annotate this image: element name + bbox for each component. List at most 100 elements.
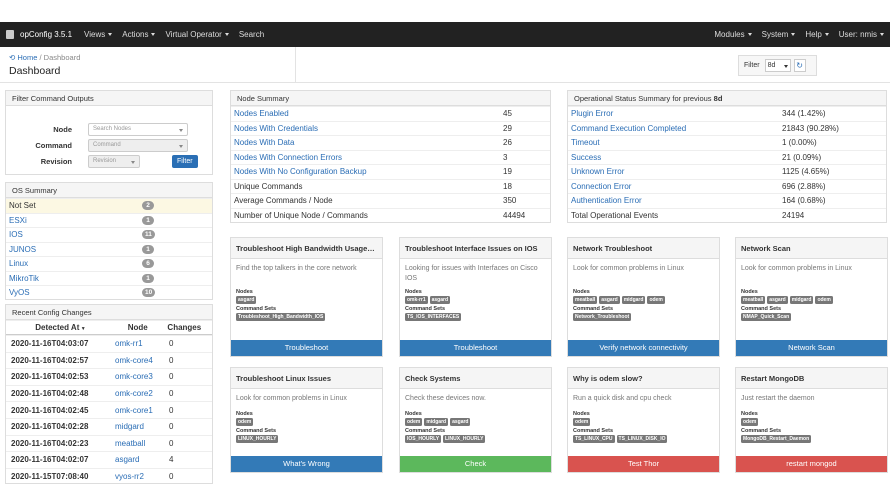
node-tag: odem	[815, 296, 833, 304]
node-link[interactable]: omk-core1	[115, 405, 153, 415]
command-set-tag: TS_IOS_INTERFACES	[405, 313, 462, 321]
summary-row: Unique Commands 18	[231, 178, 550, 194]
os-count: 6	[142, 259, 154, 269]
nav-menu[interactable]: Modules	[714, 30, 751, 39]
card-button[interactable]: restart mongod	[736, 456, 887, 472]
filter-select[interactable]: 8d	[764, 59, 791, 72]
refresh-button[interactable]: ↻	[793, 59, 806, 72]
card-button[interactable]: Troubleshoot	[400, 340, 551, 356]
panel-title: OS Summary	[6, 183, 212, 198]
summary-row: Timeout 1 (0.00%)	[568, 135, 886, 150]
node-link[interactable]: omk-core4	[115, 355, 153, 365]
form-row: Command Command	[6, 139, 211, 152]
node-link[interactable]: midgard	[115, 422, 144, 432]
change-row: 2020-11-16T04:02:53 omk-core3 0	[6, 368, 212, 385]
node-link[interactable]: asgard	[115, 455, 140, 465]
summary-row: Command Execution Completed 21843 (90.28%…	[568, 120, 886, 136]
card-description: Looking for issues with Interfaces on Ci…	[405, 265, 538, 282]
os-name[interactable]: Linux	[9, 259, 29, 269]
action-card: Troubleshoot Interface Issues on IOS Look…	[399, 237, 552, 357]
node-link[interactable]: vyos-rr2	[115, 472, 144, 482]
column-header[interactable]: Detected At ▼	[35, 323, 86, 332]
op-status-panel: Operational Status Summary for previous …	[567, 90, 887, 223]
os-count: 1	[142, 273, 154, 283]
command-sets-label: Command Sets	[236, 306, 277, 312]
card-button[interactable]: Troubleshoot	[231, 340, 382, 356]
summary-label[interactable]: Nodes With Credentials	[234, 123, 319, 133]
node-tag: asgard	[429, 296, 451, 304]
os-count: 11	[142, 230, 155, 240]
os-name[interactable]: IOS	[9, 230, 23, 240]
form-input[interactable]: Search Nodes	[88, 123, 188, 136]
node-tag: odem	[573, 418, 591, 426]
nav-menu[interactable]: System	[762, 30, 796, 39]
card-button[interactable]: Check	[400, 456, 551, 472]
os-name[interactable]: VyOS	[9, 288, 30, 298]
card-button[interactable]: Verify network connectivity	[568, 340, 719, 356]
node-link[interactable]: meatball	[115, 438, 146, 448]
filter-button[interactable]: Filter	[172, 155, 198, 168]
os-name[interactable]: ESXi	[9, 215, 27, 225]
action-card: Network Scan Look for common problems in …	[735, 237, 888, 357]
os-row: IOS 11	[6, 227, 212, 242]
os-name: Not Set	[9, 201, 36, 211]
header-left: ⟲ Home / Dashboard Dashboard	[0, 47, 296, 82]
card-button[interactable]: Network Scan	[736, 340, 887, 356]
os-name[interactable]: MikroTik	[9, 273, 39, 283]
change-row: 2020-11-16T04:03:07 omk-rr1 0	[6, 335, 212, 352]
card-button[interactable]: What's Wrong	[231, 456, 382, 472]
summary-label[interactable]: Nodes With Data	[234, 138, 295, 148]
breadcrumb-home[interactable]: ⟲ Home	[9, 53, 38, 62]
node-tag: asgard	[599, 296, 620, 304]
nodes-label: Nodes	[405, 411, 422, 417]
nav-menu[interactable]: Virtual Operator	[165, 30, 228, 39]
command-set-tag: LINUX_HOURLY	[443, 435, 486, 443]
node-tag: odem	[236, 418, 254, 426]
os-count: 10	[142, 288, 156, 298]
summary-label[interactable]: Nodes With Connection Errors	[234, 152, 343, 162]
node-link[interactable]: omk-core3	[115, 372, 153, 382]
summary-label[interactable]: Success	[571, 152, 602, 162]
summary-label[interactable]: Authentication Error	[571, 196, 642, 206]
column-header[interactable]: Node	[127, 323, 148, 332]
form-row: Node Search Nodes	[6, 123, 211, 136]
changes: 4	[169, 455, 174, 465]
detected-at: 2020-11-16T04:02:53	[11, 372, 89, 382]
summary-label[interactable]: Unknown Error	[571, 167, 625, 177]
change-row: 2020-11-16T04:02:45 omk-core1 0	[6, 401, 212, 418]
nav-menu[interactable]: Search	[238, 30, 265, 39]
card-title: Troubleshoot High Bandwidth Usage…	[231, 238, 382, 259]
summary-label[interactable]: Nodes With No Configuration Backup	[234, 167, 367, 177]
summary-row: Success 21 (0.09%)	[568, 149, 886, 165]
card-title: Network Scan	[736, 238, 887, 259]
card-title: Why is odem slow?	[568, 368, 719, 389]
os-name[interactable]: JUNOS	[9, 244, 37, 254]
column-header[interactable]: Changes	[167, 323, 202, 332]
brand[interactable]: opConfig 3.5.1	[6, 30, 72, 39]
node-link[interactable]: omk-core2	[115, 389, 153, 399]
changes: 0	[169, 438, 174, 448]
form-input[interactable]: Revision	[88, 155, 140, 168]
summary-label[interactable]: Timeout	[571, 138, 600, 148]
summary-row: Plugin Error 344 (1.42%)	[568, 106, 886, 121]
os-row: JUNOS 1	[6, 241, 212, 257]
nav-menu[interactable]: Help	[805, 30, 828, 39]
nav-menu[interactable]: Actions	[122, 30, 155, 39]
nav-menu[interactable]: User: nmis	[839, 30, 884, 39]
command-sets-label: Command Sets	[405, 306, 446, 312]
nav-menu[interactable]: Views	[84, 30, 112, 39]
card-button[interactable]: Test Thor	[568, 456, 719, 472]
form-input[interactable]: Command	[88, 139, 188, 152]
summary-label: Total Operational Events	[571, 210, 659, 220]
panel-title: Operational Status Summary for previous …	[568, 91, 886, 106]
card-title: Check Systems	[400, 368, 551, 389]
summary-label[interactable]: Command Execution Completed	[571, 123, 687, 133]
node-link[interactable]: omk-rr1	[115, 339, 143, 349]
summary-label[interactable]: Connection Error	[571, 181, 632, 191]
command-set-tags: LINUX_HOURLY	[231, 435, 382, 445]
summary-label[interactable]: Nodes Enabled	[234, 109, 289, 119]
command-set-tag: TS_LINUX_DISK_IO	[616, 435, 668, 443]
summary-label[interactable]: Plugin Error	[571, 109, 614, 119]
summary-row: Nodes With No Configuration Backup 19	[231, 164, 550, 179]
